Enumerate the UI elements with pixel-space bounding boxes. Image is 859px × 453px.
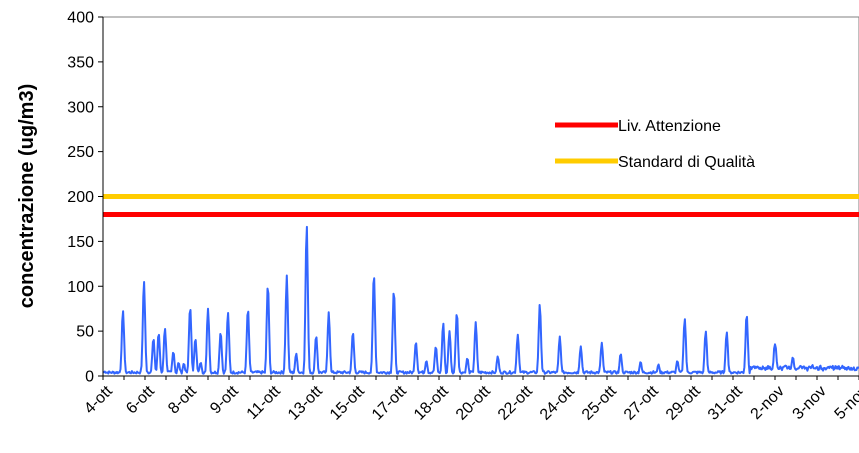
y-axis-title: concentrazione (ug/m3)	[16, 84, 38, 308]
x-tick-label: 9-ott	[207, 382, 242, 417]
legend-label: Liv. Attenzione	[618, 118, 721, 135]
x-tick-label: 18-ott	[411, 382, 452, 423]
threshold-lines	[103, 194, 859, 217]
x-tick-label: 5-nov	[832, 383, 859, 423]
x-tick-label: 6-ott	[123, 382, 158, 417]
x-tick-label: 20-ott	[453, 382, 494, 423]
x-tick-label: 27-ott	[621, 382, 662, 423]
x-ticks: 4-ott 6-ott 8-ott 9-ott 11-ott 13-ott 15-ott 17…	[81, 376, 859, 424]
x-tick-label: 31-ott	[705, 382, 746, 423]
x-tick-label: 3-nov	[790, 383, 830, 423]
y-tick-label: 250	[67, 144, 94, 161]
x-tick-label: 17-ott	[369, 382, 410, 423]
x-tick-label: 22-ott	[495, 382, 536, 423]
y-tick-label: 50	[76, 324, 94, 341]
x-tick-label: 2-nov	[748, 383, 788, 423]
x-tick-label: 8-ott	[165, 382, 200, 417]
y-ticks: 0 50 100 150 200 250 300 350 400	[67, 10, 103, 386]
y-tick-label: 350	[67, 54, 94, 71]
x-tick-label: 13-ott	[285, 382, 326, 423]
x-tick-label: 4-ott	[81, 382, 116, 417]
x-tick-label: 11-ott	[244, 382, 285, 423]
x-tick-label: 24-ott	[537, 382, 578, 423]
x-tick-label: 25-ott	[579, 382, 620, 423]
x-tick-label: 29-ott	[663, 382, 704, 423]
legend-label: Standard di Qualità	[618, 154, 755, 171]
legend: Liv. Attenzione Standard di Qualità	[555, 118, 755, 171]
y-tick-label: 100	[67, 279, 94, 296]
data-series	[102, 225, 859, 375]
y-tick-label: 300	[67, 99, 94, 116]
y-tick-label: 200	[67, 189, 94, 206]
series-line	[102, 225, 859, 375]
x-tick-label: 15-ott	[327, 382, 368, 423]
y-tick-label: 0	[85, 369, 94, 386]
y-tick-label: 400	[67, 10, 94, 27]
y-tick-label: 150	[67, 234, 94, 251]
